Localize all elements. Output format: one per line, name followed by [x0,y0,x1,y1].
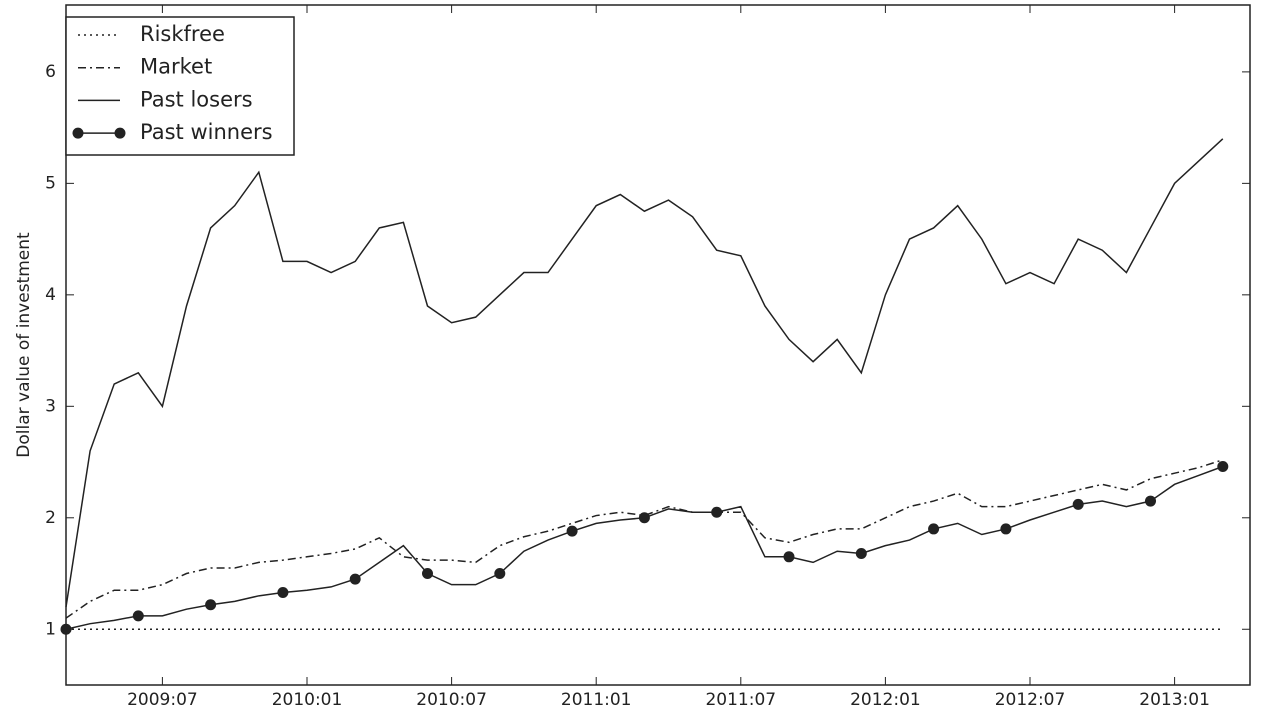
marker [349,573,361,585]
y-axis-label: Dollar value of investment [14,232,34,458]
x-tick-label: 2010:01 [272,690,343,710]
y-tick-label: 1 [45,619,56,639]
x-tick-label: 2012:01 [850,690,921,710]
x-tick-label: 2013:01 [1139,690,1210,710]
legend-label: Past winners [140,120,273,144]
marker [1145,495,1156,507]
marker [205,599,217,611]
legend-marker [72,127,84,139]
x-tick-label: 2012:07 [995,690,1066,710]
legend-marker [114,127,126,139]
x-tick-label: 2011:01 [561,690,632,710]
marker [1000,523,1012,535]
series-line [65,459,1224,619]
marker [783,551,795,563]
marker [566,525,578,537]
series-line [65,138,1224,608]
marker [132,610,144,622]
x-tick-label: 2011:07 [705,690,776,710]
y-tick-label: 6 [45,62,56,82]
marker [1072,498,1084,510]
plot-frame [65,4,1251,686]
legend-label: Market [140,55,212,79]
y-tick-label: 5 [45,173,56,193]
legend-label: Past losers [140,87,253,111]
marker [638,512,650,524]
marker [422,568,433,580]
y-tick-label: 3 [45,396,56,416]
x-tick-label: 2009:07 [127,690,198,710]
marker [855,547,867,559]
y-tick-label: 2 [45,508,56,528]
legend-label: Riskfree [140,22,225,46]
marker [494,568,506,580]
marker [277,586,289,598]
legend-box [65,16,295,156]
marker [928,523,940,535]
marker [1217,461,1229,473]
x-tick-label: 2010:07 [416,690,487,710]
y-tick-label: 4 [45,285,56,305]
marker [711,506,723,518]
